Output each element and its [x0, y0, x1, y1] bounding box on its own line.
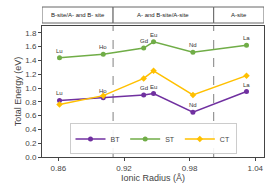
svg-text:La: La: [243, 82, 250, 88]
svg-text:Gd: Gd: [140, 85, 148, 91]
svg-text:Nd: Nd: [189, 102, 197, 108]
svg-text:1.4: 1.4: [25, 56, 37, 65]
svg-text:0.0: 0.0: [25, 153, 37, 162]
svg-text:1.04: 1.04: [247, 164, 263, 173]
svg-text:Nd: Nd: [189, 42, 197, 48]
svg-text:A-site: A-site: [231, 12, 247, 18]
svg-text:Ionic Radius (Å): Ionic Radius (Å): [121, 173, 185, 183]
svg-text:Eu: Eu: [150, 32, 157, 38]
svg-text:0.6: 0.6: [25, 111, 37, 120]
svg-text:0.2: 0.2: [25, 139, 37, 148]
svg-text:CT: CT: [220, 136, 230, 143]
svg-text:1.8: 1.8: [25, 29, 37, 38]
svg-text:1.2: 1.2: [25, 70, 37, 79]
svg-text:B-site/A- and B- site: B-site/A- and B- site: [51, 12, 105, 18]
svg-text:A- and B-site/A-site: A- and B-site/A-site: [137, 12, 189, 18]
svg-text:1.6: 1.6: [25, 42, 37, 51]
svg-text:1.0: 1.0: [25, 84, 37, 93]
svg-text:Eu: Eu: [150, 84, 157, 90]
svg-text:Ho: Ho: [99, 44, 107, 50]
svg-text:0.8: 0.8: [25, 98, 37, 107]
svg-text:ST: ST: [165, 136, 175, 143]
svg-text:0.4: 0.4: [25, 125, 37, 134]
svg-text:BT: BT: [111, 136, 121, 143]
svg-text:0.86: 0.86: [51, 164, 67, 173]
svg-text:Ho: Ho: [99, 88, 107, 94]
svg-text:Gd: Gd: [140, 38, 148, 44]
svg-text:Lu: Lu: [56, 90, 63, 96]
svg-text:Total Energy (eV): Total Energy (eV): [13, 57, 23, 127]
svg-text:0.98: 0.98: [182, 164, 198, 173]
svg-text:Lu: Lu: [56, 48, 63, 54]
svg-text:La: La: [243, 35, 250, 41]
svg-text:0.92: 0.92: [116, 164, 132, 173]
